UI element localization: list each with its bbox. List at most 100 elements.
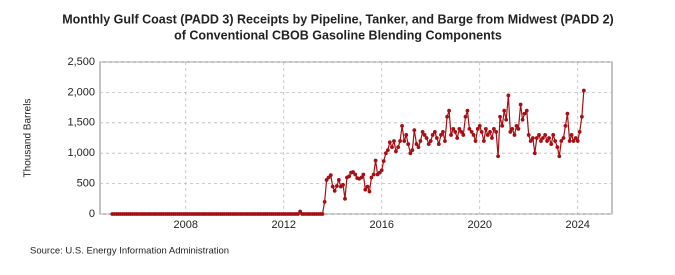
data-point bbox=[447, 108, 451, 113]
data-point bbox=[418, 139, 423, 143]
data-point bbox=[510, 126, 515, 131]
y-tick-label: 0 bbox=[89, 208, 95, 220]
data-point bbox=[363, 187, 368, 192]
data-point bbox=[445, 114, 450, 119]
data-point bbox=[463, 114, 468, 119]
data-point bbox=[439, 133, 443, 137]
data-point bbox=[453, 130, 458, 134]
data-point bbox=[436, 142, 441, 146]
data-point bbox=[334, 184, 339, 188]
data-point bbox=[490, 136, 494, 140]
data-point bbox=[420, 130, 425, 134]
y-tick-label: 2,000 bbox=[67, 86, 95, 98]
chart-title: of Conventional CBOB Gasoline Blending C… bbox=[174, 28, 502, 42]
y-tick-label: 2,500 bbox=[67, 56, 95, 68]
data-point bbox=[492, 126, 496, 131]
y-tick-label: 1,000 bbox=[67, 147, 95, 159]
data-point bbox=[504, 117, 509, 122]
data-point bbox=[400, 123, 404, 128]
data-point bbox=[532, 151, 537, 156]
data-point bbox=[369, 175, 374, 180]
data-point bbox=[494, 130, 499, 134]
data-point bbox=[365, 184, 370, 189]
data-point bbox=[430, 133, 435, 137]
data-point bbox=[390, 145, 394, 150]
data-point bbox=[543, 133, 548, 137]
data-point bbox=[575, 139, 580, 143]
data-point bbox=[528, 139, 533, 143]
data-point bbox=[522, 111, 527, 116]
data-point bbox=[512, 133, 517, 137]
data-point bbox=[496, 154, 500, 159]
data-point bbox=[473, 139, 478, 143]
data-point bbox=[408, 151, 413, 156]
data-point bbox=[371, 172, 376, 177]
data-point bbox=[541, 136, 545, 140]
data-point bbox=[571, 139, 576, 143]
data-point bbox=[551, 133, 556, 137]
data-point bbox=[398, 139, 402, 143]
data-point bbox=[434, 136, 439, 140]
data-point bbox=[404, 133, 409, 137]
data-point bbox=[559, 139, 564, 143]
data-point bbox=[581, 88, 586, 93]
data-point bbox=[451, 126, 456, 131]
data-point bbox=[322, 199, 327, 204]
data-point bbox=[353, 172, 358, 177]
data-point bbox=[422, 133, 427, 137]
data-point bbox=[406, 142, 411, 146]
data-point bbox=[579, 114, 584, 119]
data-point bbox=[569, 133, 574, 137]
data-point bbox=[361, 172, 366, 177]
data-point bbox=[502, 108, 507, 113]
data-point bbox=[332, 188, 337, 193]
source-note: Source: U.S. Energy Information Administ… bbox=[30, 246, 229, 257]
data-point bbox=[465, 108, 470, 113]
data-point bbox=[553, 139, 558, 143]
data-point bbox=[326, 175, 331, 180]
x-tick-label: 2020 bbox=[467, 219, 491, 231]
data-point bbox=[475, 126, 480, 131]
data-point bbox=[524, 108, 529, 113]
data-point bbox=[481, 139, 486, 143]
y-axis-label: Thousand Barrels bbox=[23, 99, 34, 178]
x-tick-label: 2016 bbox=[369, 219, 393, 231]
chart-title: Monthly Gulf Coast (PADD 3) Receipts by … bbox=[62, 12, 613, 26]
data-point bbox=[441, 130, 445, 134]
plot-frame bbox=[99, 61, 613, 215]
data-point bbox=[530, 136, 535, 140]
y-tick-label: 1,500 bbox=[67, 117, 95, 129]
data-point bbox=[443, 139, 447, 143]
data-point bbox=[392, 139, 396, 143]
data-point bbox=[565, 111, 570, 116]
data-point bbox=[563, 123, 568, 128]
data-point bbox=[402, 139, 407, 143]
data-point bbox=[367, 189, 372, 194]
data-point bbox=[351, 170, 355, 174]
data-point bbox=[567, 139, 572, 143]
data-point bbox=[387, 140, 392, 145]
data-point bbox=[506, 93, 511, 98]
data-point bbox=[549, 142, 554, 146]
data-point bbox=[520, 117, 525, 122]
data-point bbox=[341, 182, 345, 187]
data-point bbox=[428, 139, 433, 143]
x-tick-label: 2008 bbox=[173, 219, 197, 231]
data-point bbox=[461, 133, 466, 137]
data-point bbox=[516, 126, 521, 131]
data-point bbox=[424, 136, 429, 140]
data-point bbox=[383, 151, 388, 156]
data-point bbox=[471, 133, 476, 137]
data-point bbox=[573, 136, 578, 140]
data-point bbox=[561, 136, 566, 140]
data-point bbox=[394, 149, 398, 154]
data-point bbox=[518, 102, 523, 107]
data-point bbox=[414, 142, 419, 146]
data-point bbox=[547, 136, 551, 140]
data-point bbox=[526, 133, 531, 137]
data-point bbox=[467, 126, 472, 131]
data-point bbox=[336, 178, 341, 182]
data-point bbox=[500, 123, 505, 128]
data-point bbox=[469, 130, 474, 134]
